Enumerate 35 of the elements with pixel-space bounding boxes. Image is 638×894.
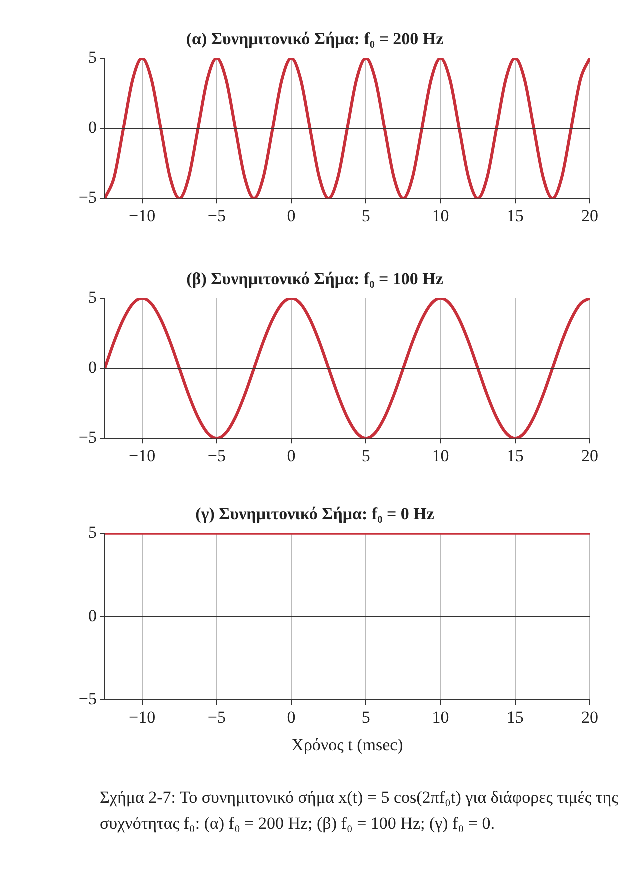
x-tick-label: −5 — [208, 446, 226, 466]
x-tick-label: 20 — [582, 206, 598, 226]
y-tick-label: 0 — [88, 358, 97, 377]
x-tick-label: −10 — [129, 446, 156, 466]
chart-title: (α) Συνημιτονικό Σήμα: f₀ = 200 Hz — [186, 30, 444, 49]
text: Σχήμα 2-7: Το συνημιτονικό σήμα x(t) = 5 cos(2πf₀t) για διάφορες τιμές της συχνότητας f₀: (α) f₀ = 200 Hz; (β) f₀ = 100 Hz; (γ) f₀ = 0. — [100, 787, 620, 835]
x-tick-label: 10 — [432, 708, 450, 727]
x-tick-label: 10 — [432, 446, 450, 466]
x-tick-label: −5 — [208, 206, 226, 226]
x-tick-label: 5 — [362, 206, 370, 226]
x-tick-label: 0 — [287, 708, 296, 727]
y-tick-label: 5 — [88, 288, 97, 307]
x-tick-label: 5 — [362, 708, 370, 727]
x-tick-label: 10 — [432, 206, 450, 226]
x-tick-label: 5 — [362, 446, 370, 466]
x-tick-label: 0 — [287, 206, 296, 226]
y-tick-label: −5 — [78, 428, 97, 448]
x-tick-label: −10 — [129, 206, 156, 226]
y-tick-label: −5 — [78, 690, 97, 709]
x-tick-label: 15 — [506, 446, 524, 466]
x-tick-label: 15 — [506, 206, 524, 226]
x-tick-label: 15 — [506, 708, 524, 727]
y-tick-label: 5 — [88, 48, 97, 67]
x-tick-label: −5 — [208, 708, 226, 727]
y-tick-label: 5 — [88, 522, 97, 542]
y-tick-label: 0 — [88, 118, 97, 137]
y-tick-label: −5 — [78, 188, 97, 208]
x-tick-label: 20 — [582, 446, 598, 466]
chart-title: (γ) Συνημιτονικό Σήμα: f₀ = 0 Hz — [196, 504, 435, 524]
x-tick-label: −10 — [129, 708, 156, 727]
y-tick-label: 0 — [88, 606, 97, 626]
x-tick-label: 0 — [287, 446, 296, 466]
x-tick-label: 20 — [582, 708, 598, 727]
chart-title: (β) Συνημιτονικό Σήμα: f₀ = 100 Hz — [186, 270, 444, 289]
x-axis-title: Χρόνος t (msec) — [292, 735, 404, 754]
